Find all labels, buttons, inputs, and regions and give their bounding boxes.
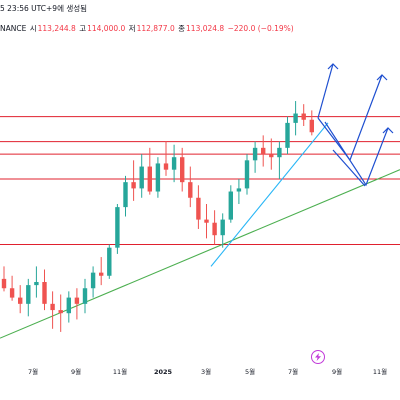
candle-body xyxy=(220,219,225,236)
candle-body xyxy=(50,303,55,311)
candle-body xyxy=(66,297,71,314)
candle-body xyxy=(212,222,217,236)
candle-body xyxy=(82,288,88,304)
candle-body xyxy=(252,147,258,161)
candle-body xyxy=(107,247,112,276)
candle-body xyxy=(301,113,306,120)
candle-body xyxy=(244,160,250,189)
candle-body xyxy=(18,297,23,304)
candle-body xyxy=(123,182,128,208)
candle-body xyxy=(269,154,274,158)
candle-body xyxy=(204,219,209,223)
arrow-head xyxy=(327,63,339,70)
candle-body xyxy=(58,310,63,314)
candle-body xyxy=(196,197,201,220)
candle-body xyxy=(139,166,144,189)
high-value: 114,000.0 xyxy=(87,24,126,33)
ohlc-legend: NANCE 시113,244.8 고114,000.0 저112,877.0 종… xyxy=(0,23,295,34)
candle-body xyxy=(293,113,298,123)
candle-body xyxy=(188,182,193,198)
x-tick-label: 5월 xyxy=(245,367,255,376)
projection-arrow xyxy=(324,121,389,187)
candle-body xyxy=(285,122,290,148)
candle-body xyxy=(261,147,266,155)
x-tick-label: 7월 xyxy=(28,367,38,376)
x-tick-label: 11월 xyxy=(373,367,387,376)
close-label: 종 xyxy=(178,24,186,33)
candle-body xyxy=(1,278,7,289)
x-tick-label: 7월 xyxy=(288,367,298,376)
candle-body xyxy=(180,157,185,183)
projection-arrow xyxy=(317,63,334,119)
candle-body xyxy=(74,297,80,304)
candle-body xyxy=(34,282,39,286)
x-tick-label: 11월 xyxy=(113,367,127,376)
x-tick-label: 3월 xyxy=(201,367,211,376)
candle-body xyxy=(155,163,161,192)
candle-body xyxy=(147,166,152,192)
open-label: 시 xyxy=(29,24,37,33)
x-tick-label: 9월 xyxy=(71,367,81,376)
candle-body xyxy=(171,157,177,170)
arrow-head xyxy=(382,127,394,134)
candle-body xyxy=(309,119,314,133)
candle-body xyxy=(26,285,31,304)
trendline-cyan xyxy=(210,122,329,267)
projection-arrow xyxy=(317,74,383,162)
candle-body xyxy=(163,163,169,170)
x-tick-label: 2025 xyxy=(154,368,173,376)
low-label: 저 xyxy=(128,24,136,33)
low-value: 112,877.0 xyxy=(136,24,175,33)
candle-body xyxy=(99,272,104,276)
close-value: 113,024.8 xyxy=(186,24,225,33)
arrow-head xyxy=(376,74,388,81)
candle-body xyxy=(42,282,47,304)
exchange-name: NANCE xyxy=(0,24,27,33)
chart-header: 5 23:56 UTC+9에 생성됨 NANCE 시113,244.8 고114… xyxy=(0,0,400,48)
candle-body xyxy=(131,182,136,189)
open-value: 113,244.8 xyxy=(37,24,76,33)
change-value: −220.0 (−0.19%) xyxy=(227,24,294,33)
x-tick-label: 9월 xyxy=(332,367,342,376)
projection-arrow xyxy=(332,149,366,187)
candle-body xyxy=(9,288,15,298)
timestamp-text: 5 23:56 UTC+9에 생성됨 xyxy=(0,4,88,13)
candle-body xyxy=(228,191,233,220)
candle-body xyxy=(115,207,120,248)
candle-body xyxy=(277,147,282,158)
candle-body xyxy=(90,272,96,289)
high-label: 고 xyxy=(79,24,87,33)
lightning-icon[interactable] xyxy=(311,350,325,364)
candle-body xyxy=(236,188,242,192)
